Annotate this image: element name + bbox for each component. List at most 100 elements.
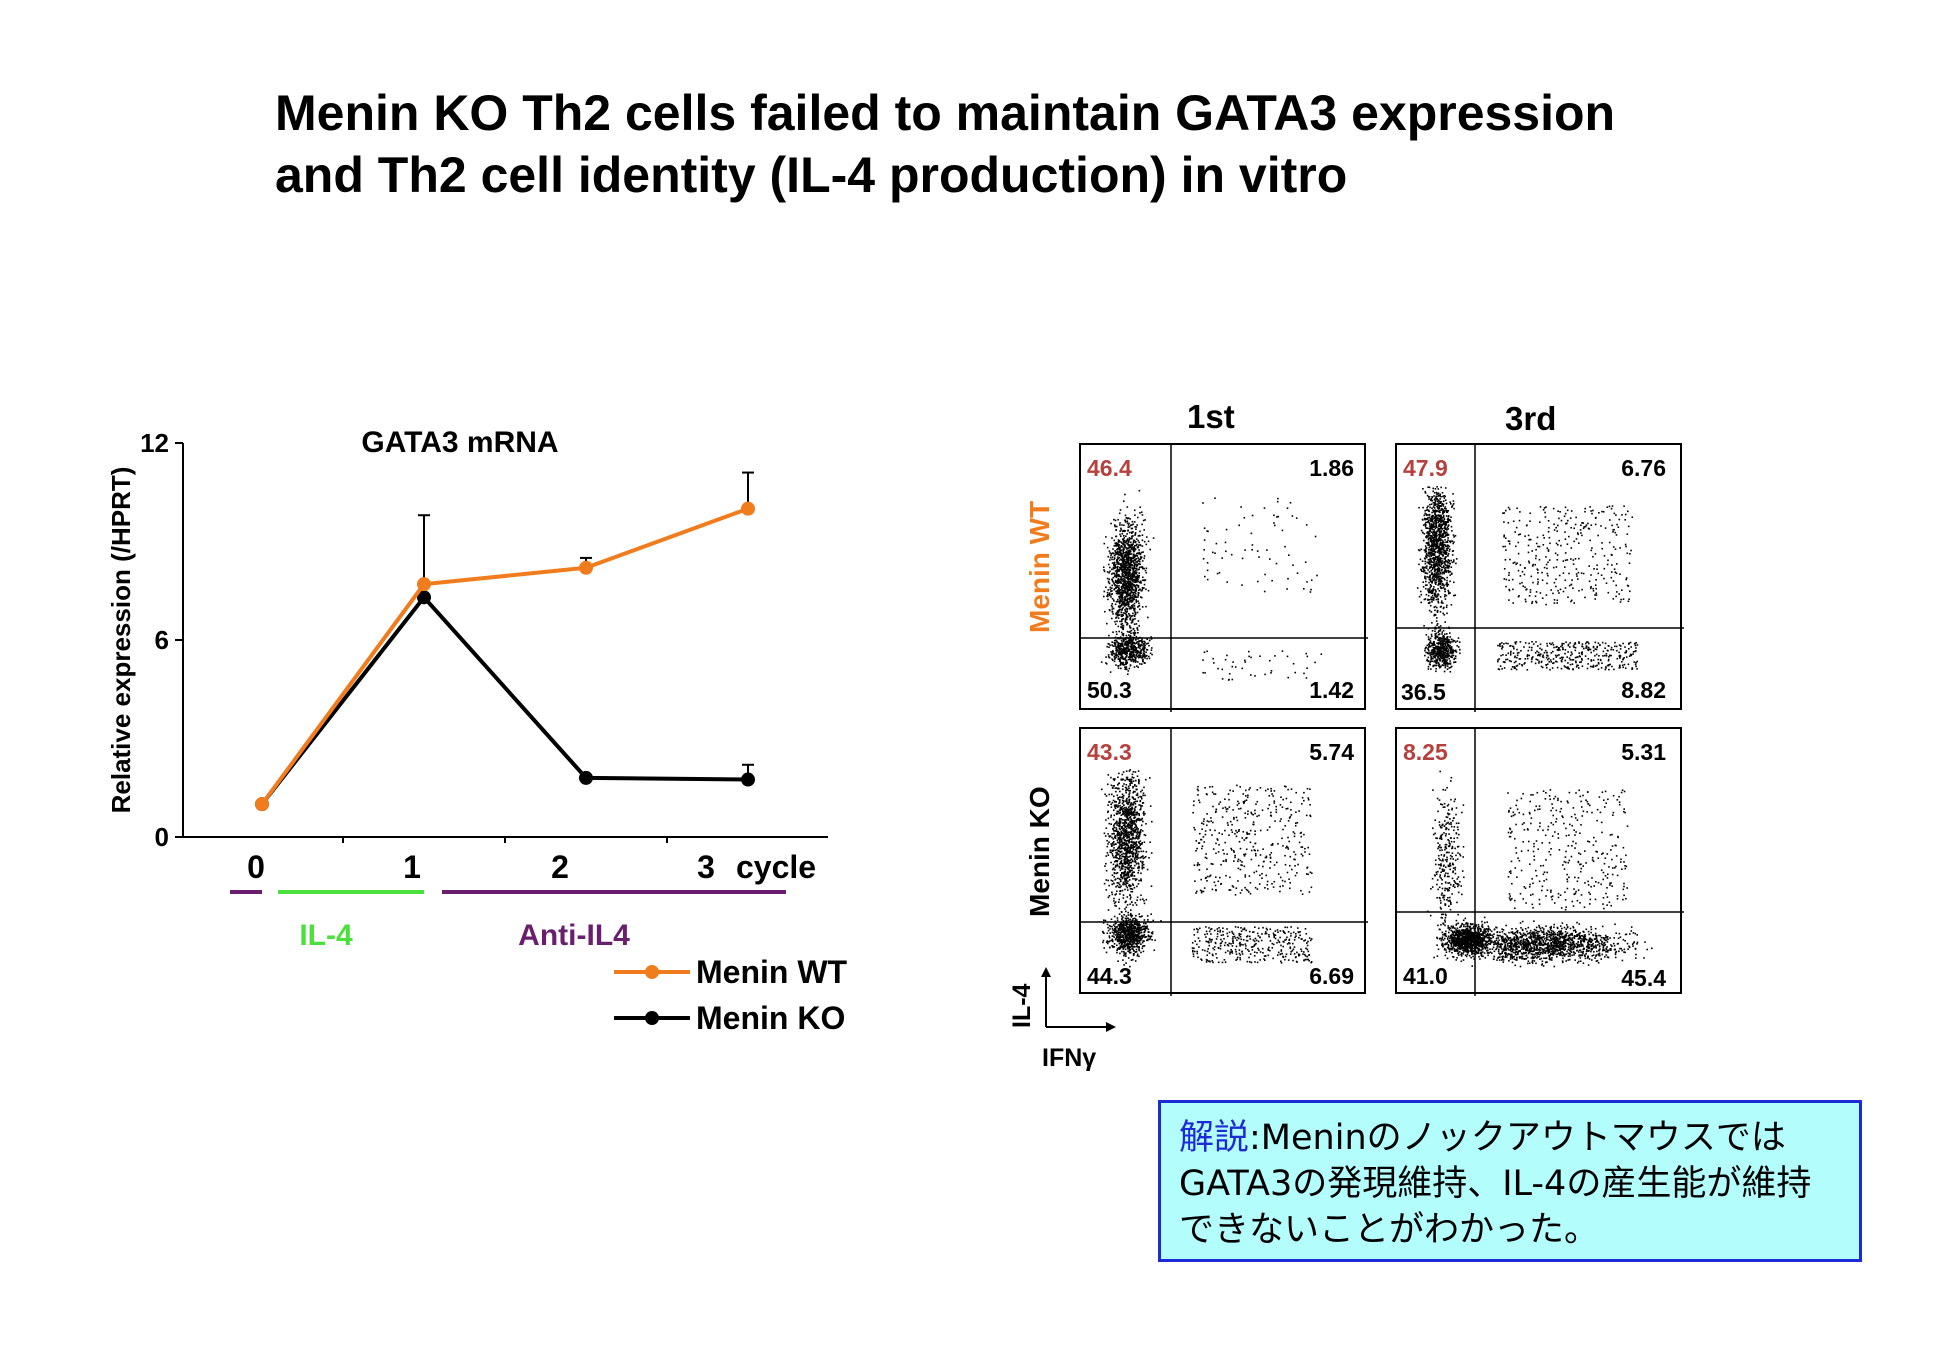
event-dot	[1428, 555, 1430, 557]
event-dot	[1514, 667, 1516, 669]
event-dot	[1429, 503, 1431, 506]
event-dot	[1430, 573, 1433, 576]
event-dot	[1133, 574, 1136, 576]
event-dot	[1595, 592, 1598, 594]
event-dot	[1136, 649, 1139, 652]
event-dot	[1126, 668, 1128, 671]
event-dot	[1441, 511, 1444, 513]
event-dot	[1125, 646, 1128, 649]
event-dot	[1439, 518, 1441, 521]
event-dot	[1129, 564, 1131, 567]
event-dot	[1296, 572, 1299, 574]
event-dot	[1448, 657, 1450, 660]
event-dot	[1635, 665, 1637, 668]
event-dot	[1124, 619, 1127, 622]
event-dot	[1120, 565, 1123, 568]
event-dot	[1439, 519, 1442, 522]
event-dot	[1433, 565, 1435, 567]
event-dot	[1429, 661, 1431, 664]
event-dot	[1124, 574, 1127, 577]
event-dot	[1581, 588, 1583, 591]
event-dot	[1432, 655, 1435, 658]
event-dot	[1580, 532, 1582, 534]
event-dot	[1448, 647, 1451, 649]
event-dot	[1524, 535, 1526, 537]
event-dot	[1576, 664, 1578, 667]
event-dot	[1503, 534, 1505, 537]
event-dot	[1441, 646, 1444, 648]
event-dot	[1449, 520, 1452, 523]
event-dot	[1286, 655, 1289, 658]
event-dot	[1120, 860, 1123, 862]
event-dot	[1128, 540, 1130, 543]
event-dot	[1133, 602, 1136, 605]
event-dot	[1120, 651, 1122, 654]
event-dot	[1425, 518, 1428, 520]
event-dot	[1115, 820, 1118, 823]
event-dot	[1140, 894, 1142, 897]
event-dot	[1111, 584, 1113, 587]
event-dot	[1111, 658, 1113, 660]
event-dot	[1504, 545, 1506, 548]
event-dot	[1451, 505, 1453, 508]
event-dot	[1436, 517, 1439, 519]
event-dot	[1132, 647, 1134, 649]
event-dot	[1122, 612, 1125, 614]
event-dot	[1432, 543, 1435, 545]
event-dot	[1438, 538, 1440, 540]
event-dot	[1432, 547, 1435, 549]
event-dot	[1435, 503, 1437, 505]
event-dot	[1545, 594, 1548, 596]
event-dot	[1439, 638, 1441, 641]
event-dot	[1117, 667, 1120, 669]
event-dot	[1125, 592, 1128, 594]
event-dot	[1433, 558, 1436, 561]
event-dot	[1592, 650, 1595, 652]
event-dot	[1116, 640, 1118, 643]
event-dot	[1437, 540, 1439, 543]
event-dot	[1133, 654, 1136, 656]
event-dot	[1445, 661, 1448, 663]
event-dot	[1111, 893, 1114, 896]
event-dot	[1437, 499, 1439, 501]
event-dot	[1120, 626, 1122, 628]
event-dot	[1109, 609, 1111, 612]
event-dot	[1128, 547, 1130, 549]
event-dot	[1512, 562, 1515, 564]
event-dot	[1122, 797, 1125, 799]
event-dot	[1115, 553, 1117, 555]
event-dot	[1453, 536, 1455, 538]
event-dot	[1558, 654, 1560, 656]
event-dot	[1597, 663, 1600, 665]
event-dot	[1442, 602, 1444, 604]
event-dot	[1432, 544, 1435, 546]
event-dot	[1563, 665, 1566, 667]
event-dot	[1550, 589, 1552, 591]
event-dot	[1137, 666, 1139, 668]
event-dot	[1610, 576, 1613, 579]
event-dot	[1425, 548, 1427, 551]
event-dot	[1106, 577, 1109, 580]
event-dot	[1449, 519, 1451, 521]
event-dot	[1552, 592, 1554, 595]
event-dot	[1128, 631, 1131, 633]
event-dot	[1435, 496, 1437, 498]
event-dot	[1434, 551, 1437, 554]
event-dot	[1601, 510, 1603, 513]
event-dot	[1130, 621, 1133, 624]
event-dot	[1425, 634, 1428, 636]
event-dot	[1439, 646, 1442, 649]
event-dot	[1529, 591, 1532, 593]
event-dot	[1434, 518, 1437, 520]
event-dot	[1120, 611, 1123, 613]
event-dot	[1129, 553, 1131, 555]
event-dot	[1429, 637, 1432, 640]
event-dot	[1116, 568, 1119, 571]
event-dot	[1448, 662, 1450, 665]
event-dot	[1124, 620, 1127, 623]
event-dot	[1445, 654, 1448, 656]
event-dot	[1287, 577, 1289, 580]
event-dot	[1116, 610, 1119, 612]
event-dot	[1132, 607, 1135, 610]
event-dot	[1420, 593, 1423, 596]
